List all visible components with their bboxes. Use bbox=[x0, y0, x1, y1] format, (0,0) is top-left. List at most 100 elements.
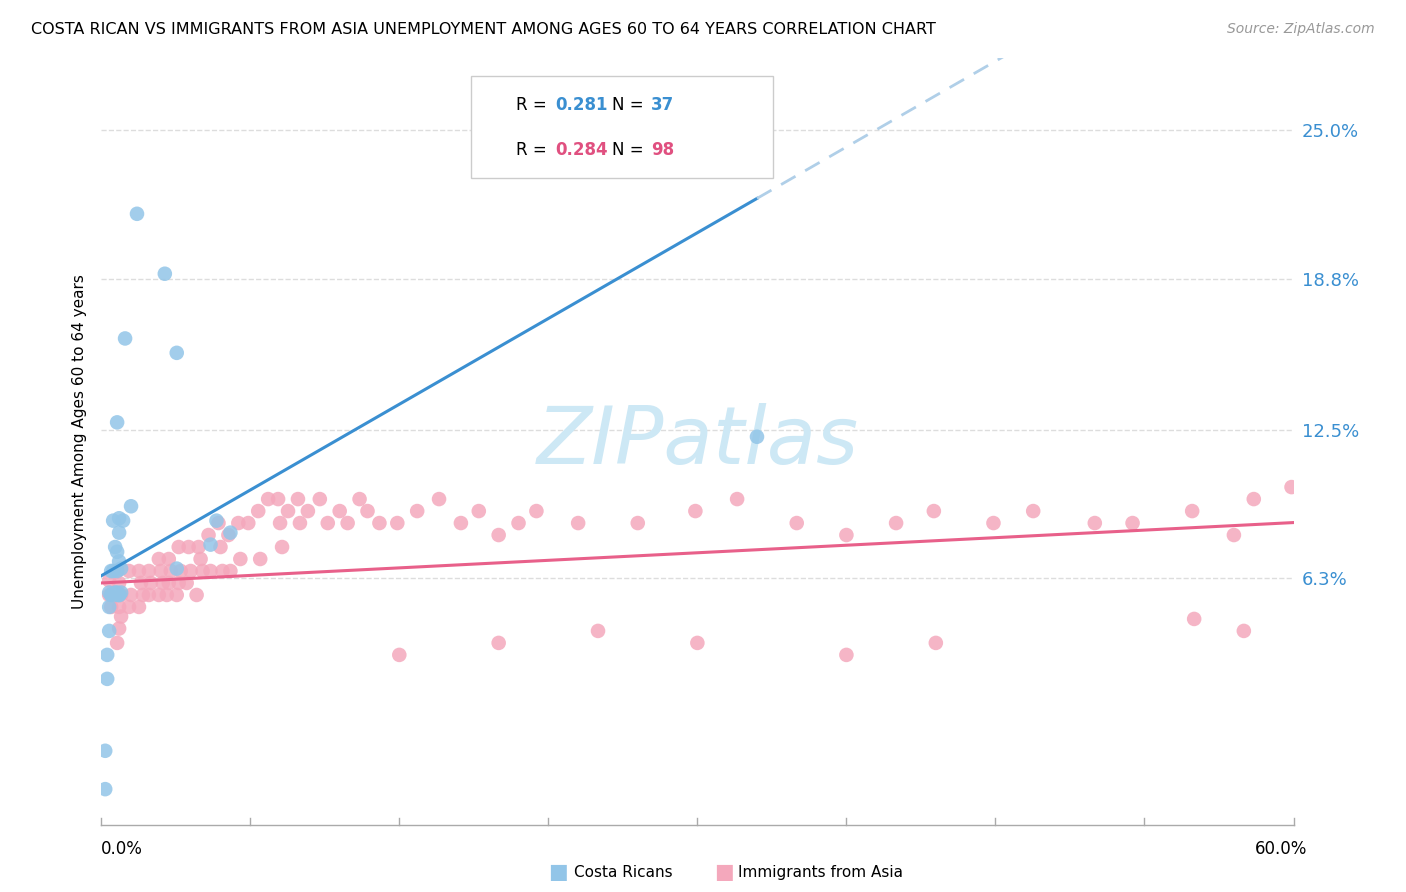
Point bbox=[427, 491, 450, 506]
Point bbox=[120, 500, 142, 514]
Point bbox=[112, 514, 135, 528]
Point bbox=[128, 599, 150, 614]
Point bbox=[108, 576, 131, 591]
Point bbox=[356, 504, 378, 518]
Point bbox=[745, 430, 768, 444]
Point bbox=[129, 576, 152, 591]
Point bbox=[368, 516, 391, 530]
Point bbox=[219, 564, 242, 578]
Point bbox=[277, 504, 299, 518]
Point bbox=[329, 504, 352, 518]
Point bbox=[200, 564, 222, 578]
Point bbox=[1022, 504, 1045, 518]
Point bbox=[1281, 480, 1303, 494]
Point bbox=[108, 511, 131, 525]
Point bbox=[586, 624, 609, 638]
Point bbox=[450, 516, 472, 530]
Point bbox=[98, 574, 121, 588]
Point bbox=[835, 528, 858, 542]
Point bbox=[108, 525, 131, 540]
Point bbox=[526, 504, 548, 518]
Point bbox=[166, 588, 188, 602]
Point bbox=[170, 564, 193, 578]
Point bbox=[159, 564, 181, 578]
Point bbox=[110, 561, 132, 575]
Point bbox=[166, 346, 188, 360]
Point bbox=[488, 528, 510, 542]
Point bbox=[349, 491, 371, 506]
Point bbox=[925, 636, 948, 650]
Point bbox=[96, 648, 118, 662]
Point bbox=[118, 599, 141, 614]
Point bbox=[101, 564, 124, 578]
Point bbox=[922, 504, 945, 518]
Point bbox=[105, 636, 128, 650]
Point bbox=[217, 528, 239, 542]
Point bbox=[567, 516, 589, 530]
Point bbox=[166, 561, 188, 575]
Point bbox=[269, 516, 291, 530]
Point bbox=[108, 554, 131, 568]
Point bbox=[627, 516, 650, 530]
Point bbox=[229, 552, 252, 566]
Point bbox=[388, 648, 411, 662]
Point bbox=[100, 588, 122, 602]
Point bbox=[211, 564, 233, 578]
Point bbox=[156, 588, 179, 602]
Point bbox=[191, 564, 214, 578]
Point bbox=[120, 588, 142, 602]
Point bbox=[257, 491, 280, 506]
Text: 0.284: 0.284 bbox=[555, 141, 607, 159]
Point bbox=[786, 516, 808, 530]
Point bbox=[157, 576, 180, 591]
Point bbox=[271, 540, 294, 554]
Point bbox=[1223, 528, 1246, 542]
Text: ZIPatlas: ZIPatlas bbox=[536, 402, 859, 481]
Point bbox=[686, 636, 709, 650]
Y-axis label: Unemployment Among Ages 60 to 64 years: Unemployment Among Ages 60 to 64 years bbox=[72, 274, 87, 609]
Point bbox=[98, 624, 121, 638]
Point bbox=[508, 516, 530, 530]
Point bbox=[488, 636, 510, 650]
Point bbox=[200, 538, 222, 552]
Point bbox=[685, 504, 707, 518]
Text: R =: R = bbox=[516, 141, 553, 159]
Text: Source: ZipAtlas.com: Source: ZipAtlas.com bbox=[1227, 22, 1375, 37]
Point bbox=[105, 545, 128, 559]
Point bbox=[105, 415, 128, 429]
Point bbox=[105, 585, 128, 599]
Point bbox=[249, 552, 271, 566]
Point bbox=[1243, 491, 1265, 506]
Point bbox=[94, 744, 117, 758]
Point bbox=[207, 516, 229, 530]
Point bbox=[835, 648, 858, 662]
Point bbox=[100, 588, 122, 602]
Point bbox=[114, 331, 136, 345]
Point bbox=[725, 491, 748, 506]
Text: 37: 37 bbox=[651, 95, 675, 113]
Point bbox=[1182, 612, 1205, 626]
Point bbox=[180, 564, 202, 578]
Point bbox=[267, 491, 290, 506]
Point bbox=[104, 540, 127, 554]
Point bbox=[238, 516, 260, 530]
Point bbox=[247, 504, 270, 518]
Point bbox=[139, 576, 162, 591]
Text: 0.0%: 0.0% bbox=[101, 840, 143, 858]
Point bbox=[101, 514, 124, 528]
Point bbox=[983, 516, 1005, 530]
Point bbox=[96, 672, 118, 686]
Text: 98: 98 bbox=[651, 141, 673, 159]
Point bbox=[108, 599, 131, 614]
Point bbox=[108, 588, 131, 602]
Point bbox=[132, 588, 155, 602]
Point bbox=[104, 585, 127, 599]
Point bbox=[177, 540, 200, 554]
Point bbox=[406, 504, 429, 518]
Point bbox=[1233, 624, 1256, 638]
Text: COSTA RICAN VS IMMIGRANTS FROM ASIA UNEMPLOYMENT AMONG AGES 60 TO 64 YEARS CORRE: COSTA RICAN VS IMMIGRANTS FROM ASIA UNEM… bbox=[31, 22, 936, 37]
Point bbox=[468, 504, 491, 518]
Point bbox=[308, 491, 330, 506]
Point bbox=[138, 564, 160, 578]
Point bbox=[1084, 516, 1107, 530]
